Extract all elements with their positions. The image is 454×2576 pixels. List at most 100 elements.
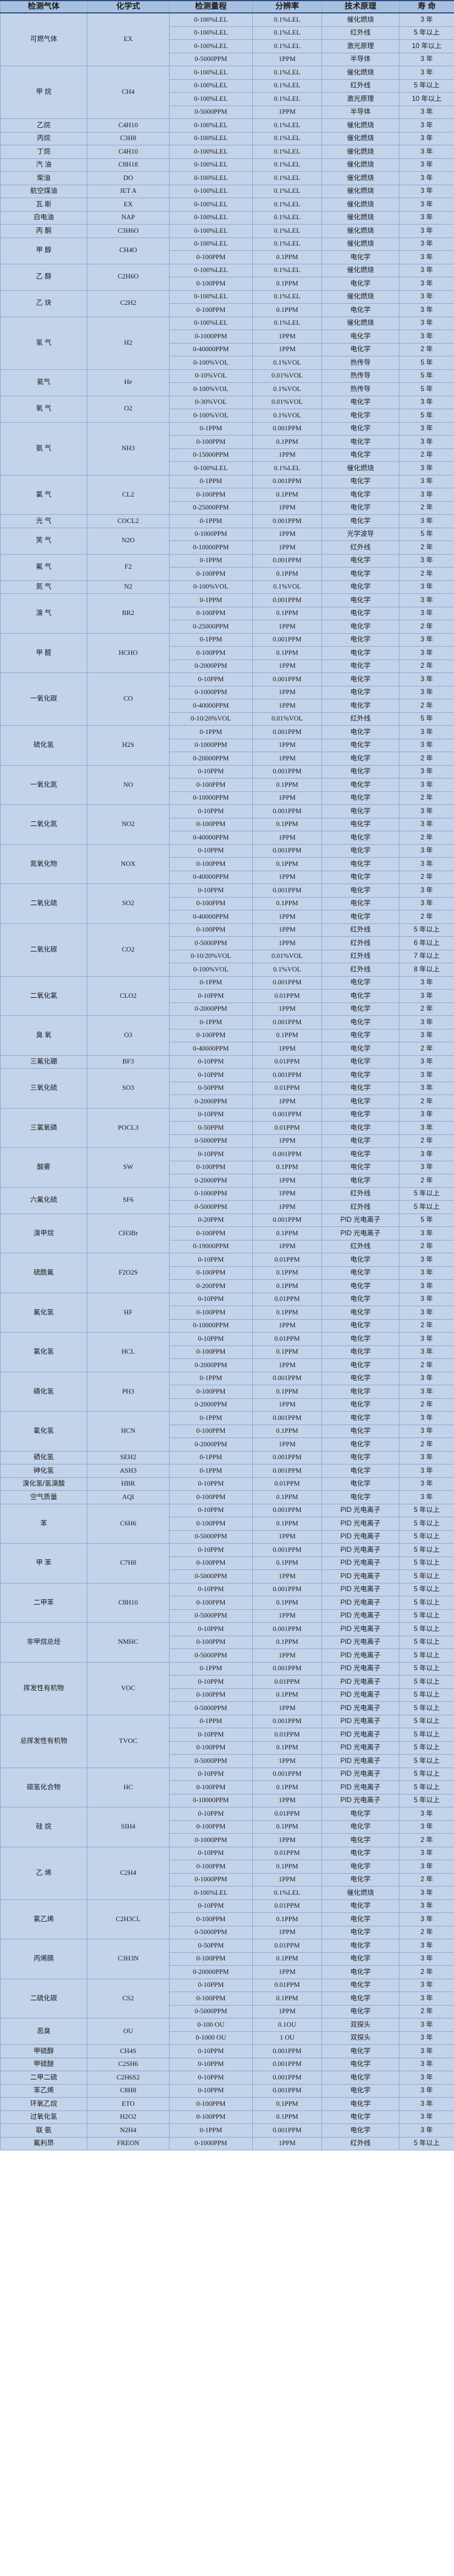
cell-detection-range: 0-100%LEL: [169, 290, 253, 304]
cell-detection-range: 0-1000PPM: [169, 329, 253, 344]
table-row: 丙烷 C3H8 0-100%LEL 0.1%LEL 催化燃烧 3 年: [0, 131, 454, 145]
cell-technology: 电化学: [321, 685, 399, 699]
cell-resolution: 0.1PPM: [252, 1266, 322, 1280]
cell-lifetime: 3 年: [399, 725, 454, 739]
cell-lifetime: 3 年: [399, 1912, 454, 1926]
cell-lifetime: 2 年: [399, 501, 454, 515]
cell-detection-range: 0-100%LEL: [169, 92, 253, 106]
cell-detection-range: 0-100PPM: [169, 1424, 253, 1438]
cell-resolution: 0.1PPM: [252, 1345, 322, 1359]
cell-detection-range: 0-40000PPM: [169, 870, 253, 884]
cell-chemical-formula: C6H6: [87, 1503, 170, 1544]
cell-detection-range: 0-19000PPM: [169, 1239, 253, 1253]
cell-resolution: 0.1%VOL: [252, 580, 322, 594]
cell-technology: 双探头: [321, 2018, 399, 2032]
cell-technology: 红外线: [321, 1187, 399, 1201]
cell-resolution: 1PPM: [252, 501, 322, 515]
cell-chemical-formula: EX: [87, 198, 170, 212]
cell-lifetime: 7 年以上: [399, 949, 454, 963]
cell-detection-range: 0-20000PPM: [169, 752, 253, 766]
cell-chemical-formula: CH4S: [87, 2044, 170, 2058]
cell-detection-range: 0-1PPM: [169, 593, 253, 607]
table-body: 可燃气体 EX 0-100%LEL 0.1%LEL 催化燃烧 3 年 0-100%LEL 0.…: [0, 12, 454, 2150]
cell-technology: 红外线: [321, 26, 399, 40]
table-row: 0-100PPM 0.1PPM 电化学 3 年: [1, 1160, 454, 1174]
cell-gas-name: 二氧化氯: [0, 976, 87, 1016]
table-row: 0-25000PPM 1PPM 电化学 2 年: [1, 501, 454, 515]
cell-detection-range: 0-2000PPM: [169, 1437, 253, 1452]
cell-technology: 电化学: [321, 1464, 399, 1478]
cell-gas-name: 氰化氢: [0, 1411, 87, 1452]
cell-detection-range: 0-10PPM: [169, 672, 253, 687]
cell-lifetime: 5 年以上: [399, 26, 454, 40]
cell-technology: 催化燃烧: [321, 210, 399, 225]
cell-lifetime: 3 年: [399, 1292, 454, 1306]
table-row: 恶臭 OU 0-100 OU 0.1OU 双探头 3 年: [0, 2018, 454, 2045]
cell-technology: PID 光电离子: [321, 1556, 399, 1570]
cell-gas-name: 瓦 斯: [0, 198, 87, 212]
table-row: 0-100PPM 0.1PPM 电化学 3 年: [1, 1992, 454, 2006]
cell-resolution: 0.1%LEL: [252, 224, 322, 238]
table-row: 0-10/20%VOL 0.01%VOL 红外线 5 年: [1, 712, 454, 726]
cell-lifetime: 3 年: [399, 158, 454, 172]
cell-technology: 电化学: [321, 2097, 399, 2111]
table-row: 砷化氢 ASH3 0-1PPM 0.001PPM 电化学 3 年: [0, 1464, 454, 1478]
cell-technology: 电化学: [321, 277, 399, 291]
cell-resolution: 0.1%LEL: [252, 39, 322, 53]
table-row: 乙 烯 C2H4 0-10PPM 0.01PPM 电化学 3 年: [0, 1846, 454, 1900]
cell-detection-range: 0-100PPM: [169, 1952, 253, 1966]
cell-technology: 电化学: [321, 1437, 399, 1452]
table-row: 0-10/20%VOL 0.01%VOL 红外线 7 年以上: [1, 949, 454, 963]
cell-resolution: 0.1%VOL: [252, 409, 322, 423]
cell-detection-range: 0-10000PPM: [169, 1793, 253, 1807]
cell-lifetime: 5 年: [399, 382, 454, 396]
cell-chemical-formula: DO: [87, 171, 170, 185]
table-row: 0-100PPM 0.1PPM 电化学 3 年: [1, 277, 454, 291]
cell-resolution: 1PPM: [252, 52, 322, 66]
table-row: 0-2000PPM 1PPM 电化学 2 年: [1, 1174, 454, 1188]
cell-resolution: 0.01PPM: [252, 1675, 322, 1689]
cell-lifetime: 5 年: [399, 369, 454, 383]
cell-technology: 电化学: [321, 2044, 399, 2058]
cell-detection-range: 0-100%VOL: [169, 963, 253, 977]
cell-resolution: 0.1PPM: [252, 1517, 322, 1531]
cell-technology: 电化学: [321, 725, 399, 739]
cell-technology: 电化学: [321, 1398, 399, 1412]
cell-detection-range: 0-10PPM: [169, 1253, 253, 1267]
cell-resolution: 0.001PPM: [252, 1147, 322, 1161]
cell-gas-name: 二氧化氮: [0, 804, 87, 845]
cell-lifetime: 3 年: [399, 329, 454, 344]
cell-detection-range: 0-10PPM: [169, 1292, 253, 1306]
cell-resolution: 1PPM: [252, 1358, 322, 1372]
table-row: 0-100PPM 0.1PPM PID 光电离子 5 年以上: [1, 1688, 454, 1702]
cell-lifetime: 5 年以上: [399, 1200, 454, 1214]
table-row: 甲 醇 CH4O 0-100%LEL 0.1%LEL 催化燃烧 3 年: [0, 237, 454, 264]
cell-gas-name: 环氧乙烷: [0, 2097, 87, 2111]
cell-detection-range: 0-100PPM: [169, 1028, 253, 1042]
table-row: 硅 烷 SIH4 0-10PPM 0.01PPM 电化学 3 年: [0, 1807, 454, 1847]
cell-lifetime: 3 年: [399, 1028, 454, 1042]
cell-gas-name: 非甲烷总烃: [0, 1622, 87, 1663]
cell-detection-range: 0-100PPM: [169, 1385, 253, 1399]
cell-chemical-formula: N2O: [87, 527, 170, 555]
cell-gas-name: 砷化氢: [0, 1464, 87, 1478]
cell-resolution: 0.001PPM: [252, 1015, 322, 1029]
cell-technology: 激光原理: [321, 92, 399, 106]
cell-detection-range: 0-2000PPM: [169, 1095, 253, 1109]
cell-resolution: 0.001PPM: [252, 1213, 322, 1227]
cell-lifetime: 2 年: [399, 1965, 454, 1979]
cell-technology: PID 光电离子: [321, 1635, 399, 1649]
cell-lifetime: 3 年: [399, 989, 454, 1003]
cell-resolution: 0.001PPM: [252, 1767, 322, 1781]
cell-detection-range: 0-100PPM: [169, 2110, 253, 2124]
cell-technology: PID 光电离子: [321, 1226, 399, 1241]
cell-resolution: 0.01PPM: [252, 1121, 322, 1135]
cell-detection-range: 0-1000PPM: [169, 527, 253, 541]
cell-technology: 电化学: [321, 1952, 399, 1966]
cell-gas-name: 甲硫醚: [0, 2057, 87, 2071]
cell-lifetime: 2 年: [399, 1833, 454, 1847]
cell-resolution: 0.1%LEL: [252, 198, 322, 212]
cell-lifetime: 2 年: [399, 1239, 454, 1253]
cell-detection-range: 0-100%LEL: [169, 79, 253, 93]
cell-technology: 催化燃烧: [321, 158, 399, 172]
